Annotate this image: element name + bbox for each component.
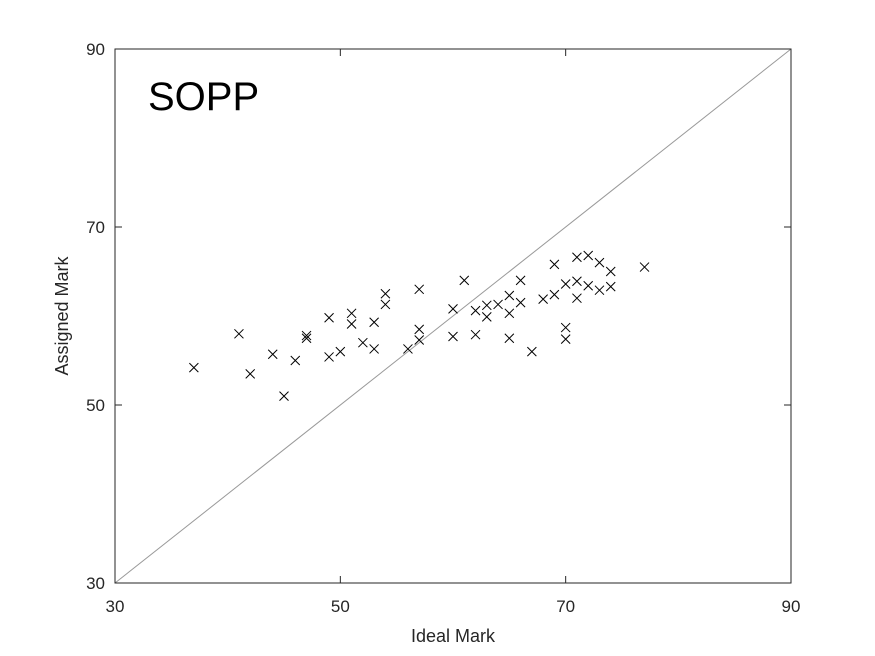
- data-point-17: [380, 299, 391, 310]
- y-tick-label-0: 30: [86, 574, 105, 593]
- data-point-36: [538, 294, 548, 304]
- data-point-41: [560, 334, 571, 344]
- data-point-15: [369, 344, 379, 354]
- y-axis-label: Assigned Mark: [52, 255, 72, 375]
- data-point-38: [549, 289, 560, 300]
- panel-label: SOPP: [148, 75, 259, 119]
- data-point-34: [515, 297, 526, 308]
- x-tick-label-0: 30: [106, 597, 125, 616]
- data-point-21: [414, 335, 425, 345]
- data-point-14: [369, 317, 379, 328]
- y-tick-label-3: 90: [86, 40, 105, 59]
- data-point-31: [504, 308, 515, 319]
- data-point-37: [549, 259, 560, 270]
- data-point-9: [324, 352, 334, 362]
- data-point-45: [583, 250, 594, 261]
- data-point-4: [279, 391, 289, 401]
- data-point-49: [605, 266, 616, 277]
- data-point-51: [639, 262, 650, 272]
- data-point-2: [245, 368, 256, 379]
- data-point-11: [346, 308, 357, 319]
- data-point-10: [335, 346, 346, 357]
- data-point-12: [346, 319, 357, 329]
- data-point-39: [560, 279, 571, 289]
- data-point-28: [481, 312, 492, 322]
- data-point-30: [504, 290, 515, 301]
- data-point-26: [470, 329, 481, 340]
- data-point-48: [594, 285, 605, 296]
- data-point-33: [515, 275, 526, 286]
- data-point-27: [481, 300, 492, 311]
- data-point-20: [414, 324, 425, 335]
- data-point-1: [234, 328, 244, 339]
- data-point-40: [560, 322, 571, 333]
- data-point-50: [605, 281, 616, 292]
- axis-ticks: 30 50 70 90 30 50 70 90: [86, 40, 800, 616]
- data-point-44: [572, 293, 582, 304]
- axes-box: [114, 48, 792, 584]
- data-point-22: [448, 304, 458, 314]
- data-point-8: [324, 312, 334, 323]
- data-point-13: [358, 337, 368, 348]
- x-axis-label: Ideal Mark: [411, 626, 496, 646]
- data-point-29: [493, 299, 503, 310]
- y-tick-label-1: 50: [86, 396, 105, 415]
- data-point-35: [527, 346, 537, 357]
- x-tick-label-2: 70: [556, 597, 575, 616]
- data-point-7: [301, 333, 312, 344]
- data-point-25: [470, 305, 481, 316]
- reference-line: [114, 48, 792, 584]
- data-point-3: [267, 349, 278, 360]
- data-point-6: [301, 330, 312, 341]
- data-point-43: [572, 276, 582, 287]
- x-tick-label-1: 50: [331, 597, 350, 616]
- data-point-19: [414, 284, 425, 295]
- data-points: [189, 250, 650, 401]
- data-point-0: [189, 362, 199, 373]
- data-point-46: [583, 280, 594, 291]
- data-point-32: [504, 333, 515, 344]
- y-tick-label-2: 70: [86, 218, 105, 237]
- data-point-16: [380, 288, 391, 299]
- data-point-24: [459, 275, 470, 286]
- data-point-47: [594, 257, 605, 268]
- data-point-42: [572, 252, 582, 263]
- data-point-23: [448, 331, 458, 342]
- data-point-18: [403, 344, 413, 354]
- data-point-5: [290, 355, 301, 366]
- x-tick-label-3: 90: [782, 597, 801, 616]
